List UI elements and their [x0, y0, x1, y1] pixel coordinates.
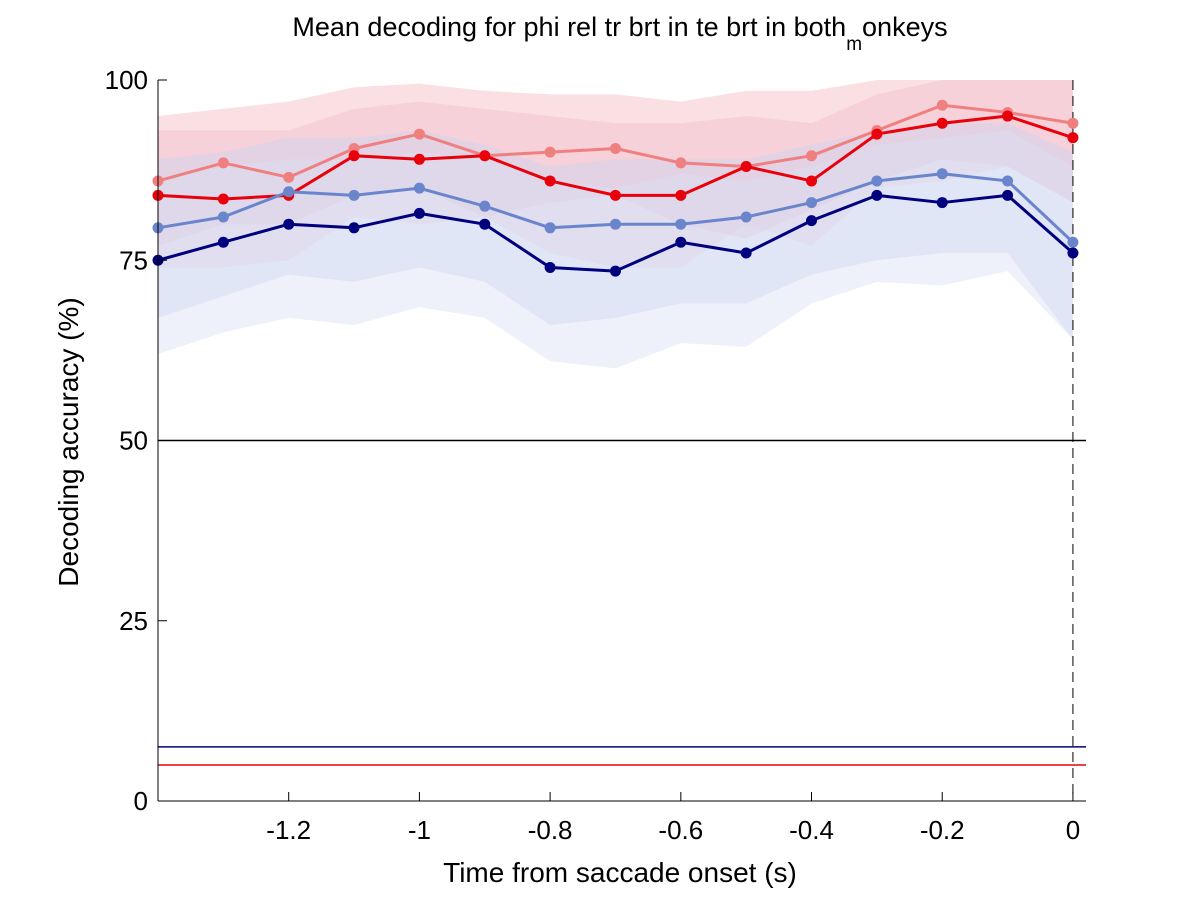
series-2-point: [348, 150, 360, 162]
y-tick-label: 25: [119, 606, 148, 636]
y-axis-label: Decoding accuracy (%): [53, 297, 84, 586]
y-tick-label: 0: [134, 786, 148, 816]
series-3-point: [1002, 175, 1014, 187]
series-2-point: [1002, 110, 1014, 122]
series-2-point: [609, 189, 621, 201]
series-4-point: [479, 218, 491, 230]
series-4-point: [806, 215, 818, 227]
y-tick-label: 75: [119, 245, 148, 275]
series-3-point: [413, 182, 425, 194]
x-tick-label: -1.2: [266, 815, 311, 845]
chart-title: Mean decoding for phi rel tr brt in te b…: [292, 12, 947, 55]
x-tick-label: 0: [1066, 815, 1080, 845]
series-1-point: [413, 128, 425, 140]
series-3-point: [740, 211, 752, 223]
series-1-point: [609, 142, 621, 154]
plot-axes: -1.2 -1 -0.8 -0.6 -0.4 -0.2 0 0 25 50 75 100: [105, 65, 1086, 845]
series-3-point: [544, 222, 556, 234]
series-4-point: [740, 247, 752, 259]
series-3-point: [609, 218, 621, 230]
series-2-point: [740, 161, 752, 173]
series-4-point: [1002, 189, 1014, 201]
series-3-point: [936, 168, 948, 180]
series-4-point: [544, 261, 556, 273]
confidence-band-3: [158, 123, 1073, 340]
confidence-band-4: [158, 130, 1073, 369]
series-4-point: [217, 236, 229, 248]
series-2-point: [479, 150, 491, 162]
series-4-point: [283, 218, 295, 230]
series-1-point: [283, 171, 295, 183]
series-3-point: [283, 186, 295, 198]
series-3-point: [348, 189, 360, 201]
series-2-point: [806, 175, 818, 187]
series-1-point: [544, 146, 556, 158]
series-2-point: [217, 193, 229, 205]
series-4-point: [348, 222, 360, 234]
series-1-point: [217, 157, 229, 169]
series-4-point: [871, 189, 883, 201]
series-3-point: [479, 200, 491, 212]
series-1-point: [1067, 117, 1079, 129]
y-tick-label: 50: [119, 426, 148, 456]
series-2-point: [936, 117, 948, 129]
confidence-band-1: [158, 80, 1073, 246]
series-4-point: [1067, 247, 1079, 259]
series-4-point: [936, 197, 948, 209]
x-tick-label: -0.4: [789, 815, 834, 845]
y-tick-label: 100: [105, 65, 148, 95]
chart-title-main: Mean decoding for phi rel tr brt in te b…: [292, 12, 846, 42]
x-axis-label: Time from saccade onset (s): [443, 857, 797, 888]
series-2-point: [675, 189, 687, 201]
x-tick-label: -0.2: [920, 815, 965, 845]
series-4-point: [675, 236, 687, 248]
data-series: [152, 99, 1079, 277]
x-tick-label: -1: [408, 815, 431, 845]
series-1-point: [806, 150, 818, 162]
series-1-point: [675, 157, 687, 169]
series-2-point: [544, 175, 556, 187]
series-3-point: [1067, 236, 1079, 248]
series-4-point: [609, 265, 621, 277]
series-2-point: [1067, 132, 1079, 144]
x-tick-label: -0.6: [658, 815, 703, 845]
series-4-point: [413, 207, 425, 219]
series-2-point: [871, 128, 883, 140]
chart-title-tail: onkeys: [862, 12, 948, 42]
chart-title-subscript: m: [846, 34, 862, 55]
series-3-point: [217, 211, 229, 223]
reference-lines: [158, 80, 1086, 801]
series-3-point: [871, 175, 883, 187]
series-1-point: [936, 99, 948, 111]
series-2-point: [413, 153, 425, 165]
series-3-point: [675, 218, 687, 230]
series-3-point: [806, 197, 818, 209]
x-tick-label: -0.8: [528, 815, 573, 845]
